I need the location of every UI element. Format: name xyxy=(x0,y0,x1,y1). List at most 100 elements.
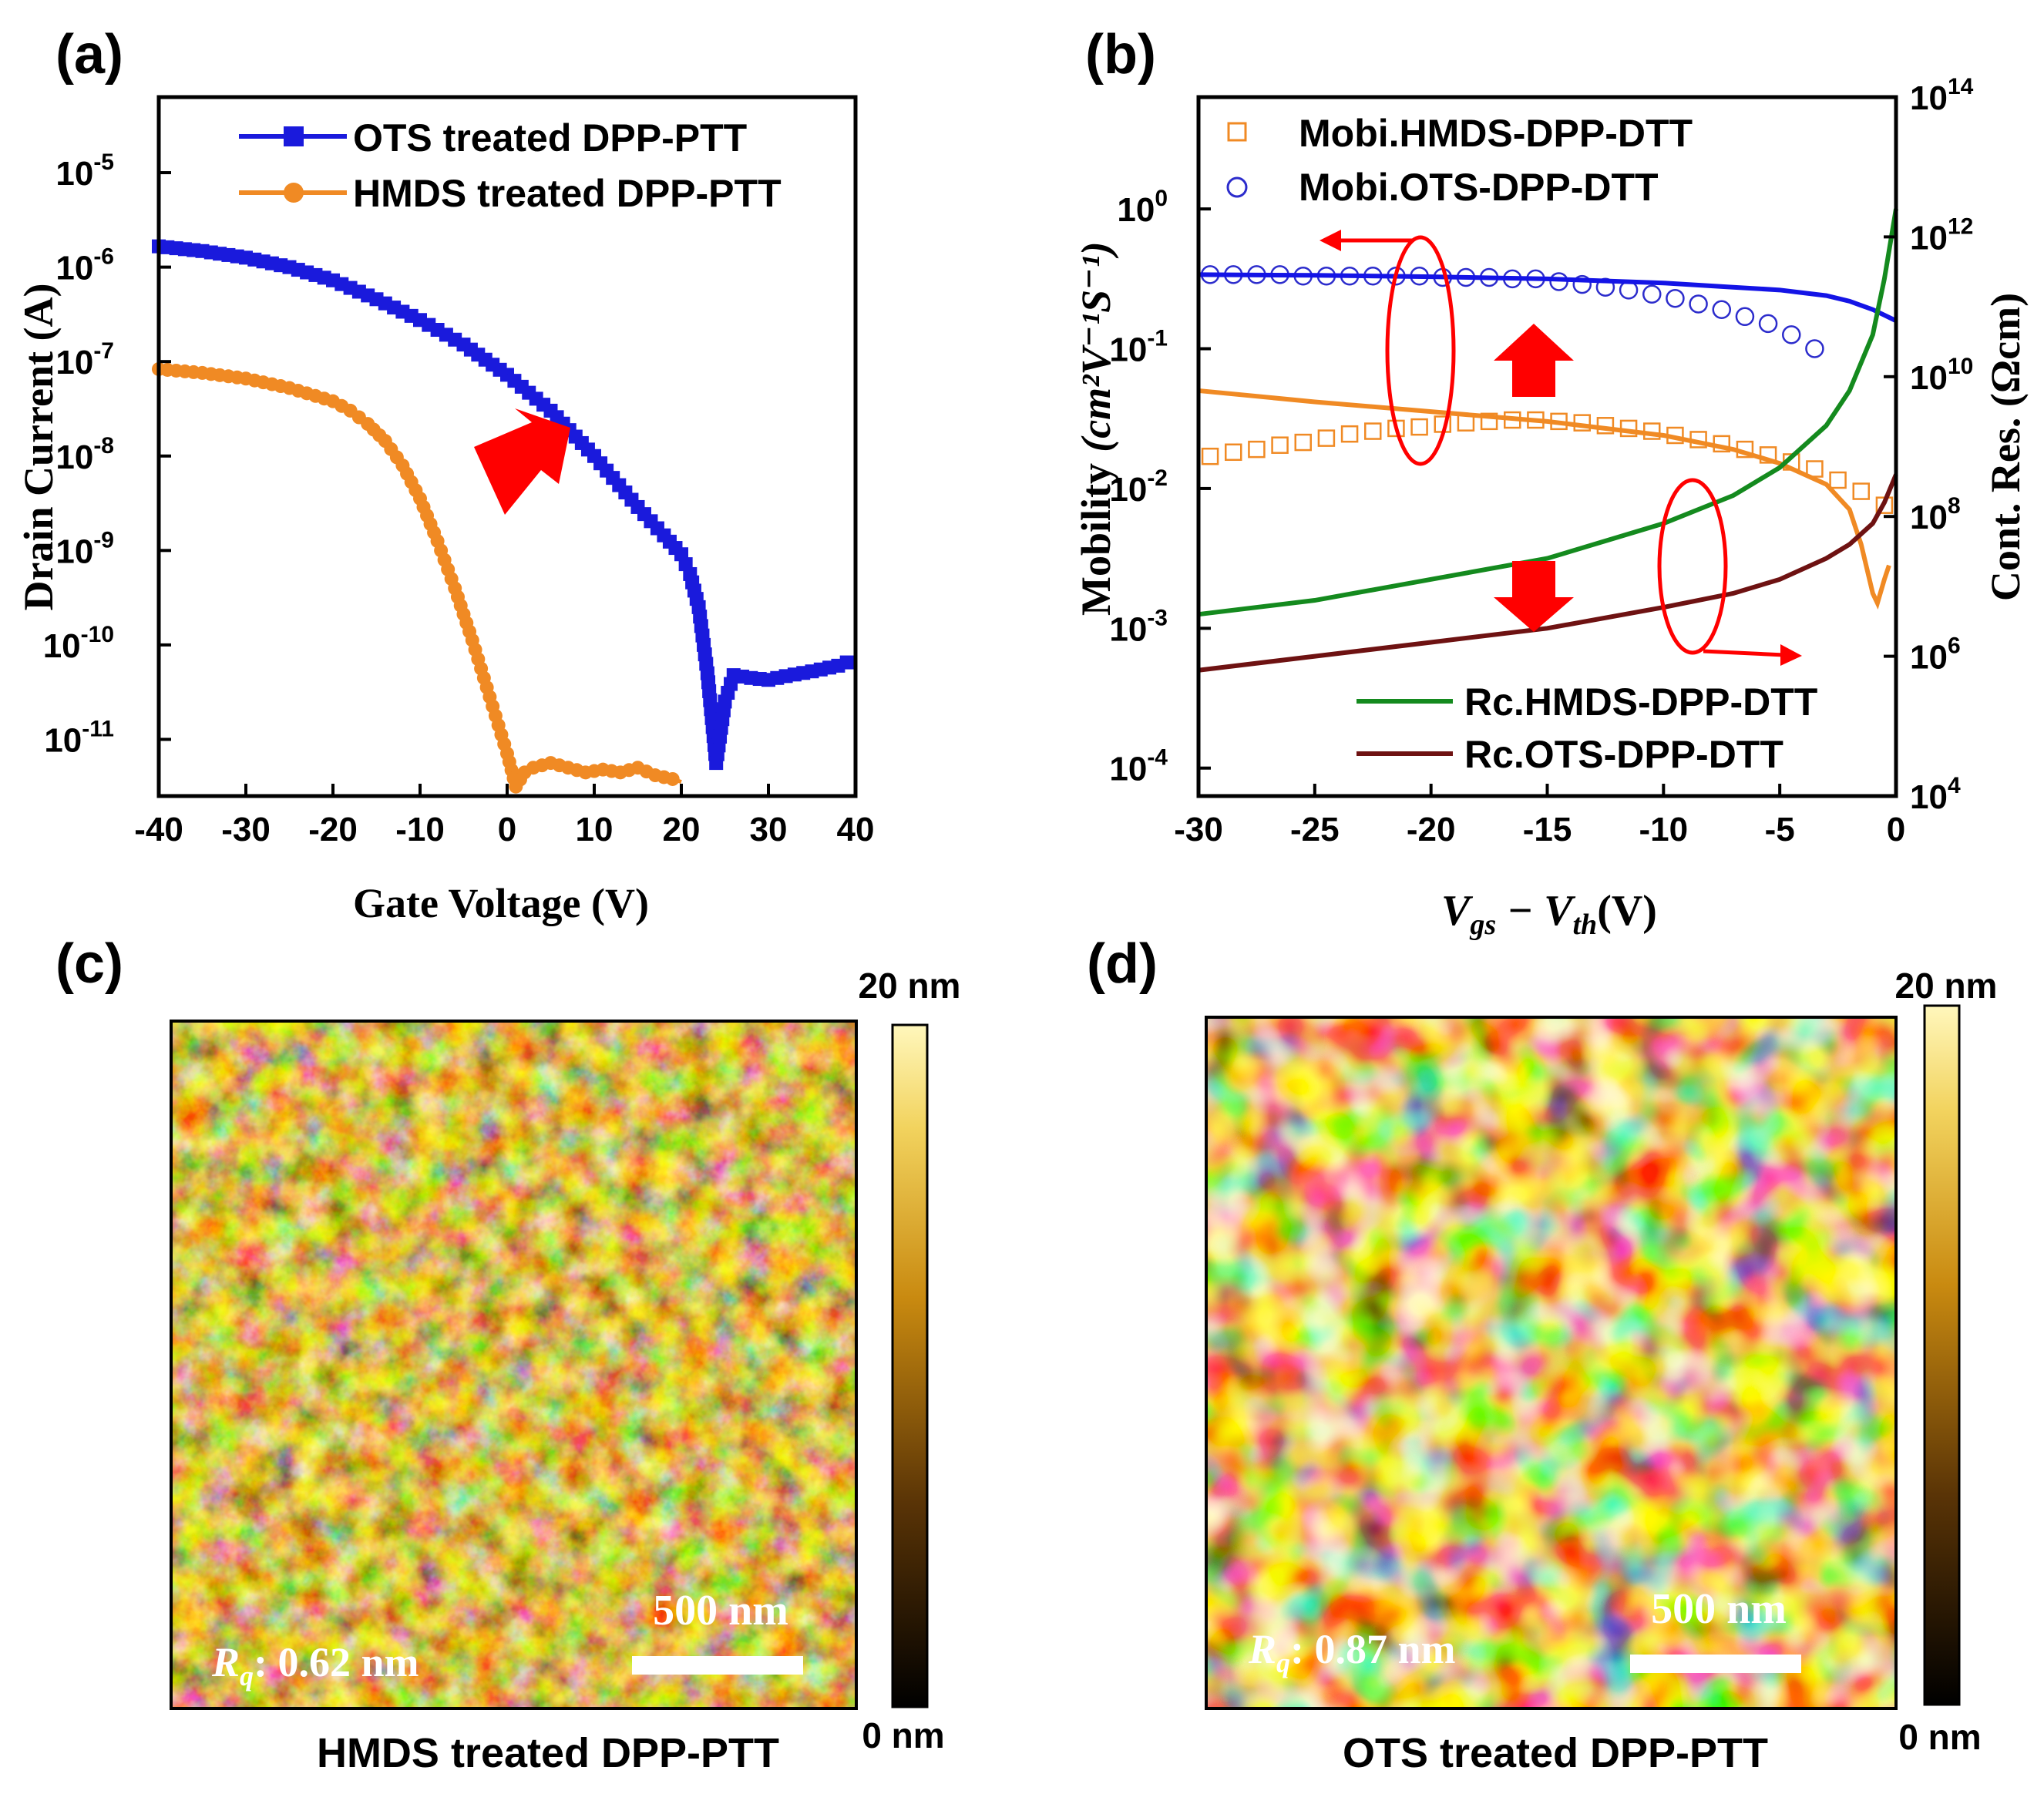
x-tick-label: -30 xyxy=(221,811,271,848)
panel-a-y-ticks: 10-5 10-6 10-7 10-8 10-9 10-10 10-11 xyxy=(43,150,171,759)
x-tick-label: 30 xyxy=(750,811,788,848)
arrow-right-line xyxy=(1703,649,1785,657)
scalebar-c-label: 500 nm xyxy=(653,1587,788,1634)
panel-b-legend-top: Mobi.HMDS-DPP-DTT Mobi.OTS-DPP-DTT xyxy=(1226,112,1693,209)
legend-marker-mobi-ots xyxy=(1226,176,1248,198)
x-tick-label: -10 xyxy=(395,811,445,848)
data-point xyxy=(1271,436,1289,454)
ellipse-resistance xyxy=(1657,478,1728,655)
left-tick-label: 10-2 xyxy=(1109,465,1168,509)
series-line-hmds xyxy=(158,367,682,792)
caption-c: HMDS treated DPP-PTT xyxy=(317,1730,779,1776)
rq-d: Rq: 0.87 nm xyxy=(1248,1626,1456,1678)
x-tick-label: 0 xyxy=(498,811,516,848)
panel-b-left-ticks: 100 10-1 10-2 10-3 10-4 xyxy=(1109,186,1211,788)
y-tick-label: 10-9 xyxy=(55,527,114,570)
svg-text:Mobility: Mobility xyxy=(1073,463,1119,616)
afm-image-d-frame xyxy=(1205,1016,1898,1710)
panel-b-label: (b) xyxy=(1085,24,1156,86)
series-line xyxy=(1198,208,1898,617)
series-line xyxy=(1198,388,1891,610)
caption-d: OTS treated DPP-PTT xyxy=(1343,1730,1768,1776)
legend-label-rc-ots: Rc.OTS-DPP-DTT xyxy=(1464,733,1783,776)
x-tick-label: -15 xyxy=(1523,811,1572,848)
panel-b-ylabel-right: Cont. Res. (Ωcm) xyxy=(1982,293,2029,601)
afm-image-d xyxy=(1206,1017,1896,1708)
rq-c: Rq: 0.62 nm xyxy=(211,1639,419,1692)
svg-text:(cm²V⁻¹S⁻¹): (cm²V⁻¹S⁻¹) xyxy=(1073,241,1119,452)
right-tick-label: 106 xyxy=(1910,633,1961,677)
panel-b-ylabel-left: Mobility (cm²V⁻¹S⁻¹) xyxy=(1073,241,1119,616)
data-point xyxy=(1410,418,1428,436)
left-tick-label: 100 xyxy=(1117,186,1168,229)
series-line xyxy=(1198,272,1898,323)
data-point xyxy=(1201,447,1219,465)
panel-a-xlabel: Gate Voltage (V) xyxy=(353,880,649,926)
legend-marker-hmds xyxy=(284,183,304,203)
afm-image-c xyxy=(171,1021,856,1708)
data-point xyxy=(1735,307,1755,327)
ellipse-mobility xyxy=(1385,235,1456,466)
x-tick-label: -20 xyxy=(308,811,358,848)
x-tick-label: -25 xyxy=(1290,811,1340,848)
x-tick-label: -30 xyxy=(1174,811,1223,848)
panel-a-red-arrow xyxy=(474,408,570,515)
arrow-left-head xyxy=(1320,230,1341,251)
data-point xyxy=(1317,429,1336,447)
panel-d: (d) 500 nm Rq: 0.87 nm 20 nm 0 nm OTS tr… xyxy=(1087,933,1997,1776)
left-tick-label: 10-3 xyxy=(1109,605,1168,648)
scalebar-d-label: 500 nm xyxy=(1651,1585,1787,1633)
big-arrow-up xyxy=(1494,324,1574,397)
colorbar-c-max: 20 nm xyxy=(859,966,961,1006)
x-tick-label: -40 xyxy=(134,811,183,848)
legend-label-hmds: HMDS treated DPP-PTT xyxy=(353,172,782,215)
panel-a-plot xyxy=(152,239,856,794)
data-point xyxy=(1805,339,1824,358)
panel-b-xlabel: Vgs − Vth(V) xyxy=(1441,887,1657,941)
data-point xyxy=(1782,325,1801,344)
legend-label-rc-hmds: Rc.HMDS-DPP-DTT xyxy=(1464,680,1817,724)
data-point xyxy=(1457,414,1475,432)
data-point xyxy=(1666,288,1685,308)
panel-b-x-ticks: -30 -25 -20 -15 -10 -5 0 xyxy=(1174,784,1905,848)
colorbar-d-min: 0 nm xyxy=(1898,1717,1981,1757)
legend-marker-ots xyxy=(284,126,304,146)
x-tick-label: -5 xyxy=(1765,811,1795,848)
legend-marker-mobi-hmds xyxy=(1227,122,1247,142)
data-point xyxy=(1294,433,1312,452)
data-point xyxy=(1759,446,1777,464)
panel-b-annotations xyxy=(1320,230,1802,666)
data-point xyxy=(1572,274,1592,294)
left-tick-label: 10-1 xyxy=(1109,326,1168,369)
legend-label-ots: OTS treated DPP-PTT xyxy=(353,116,747,160)
series-line xyxy=(1198,473,1898,673)
y-tick-label: 10-8 xyxy=(55,433,114,476)
panel-a-x-ticks: -40 -30 -20 -10 0 10 20 30 40 xyxy=(134,784,874,848)
colorbar-d-max: 20 nm xyxy=(1895,966,1998,1006)
y-tick-label: 10-10 xyxy=(43,622,114,665)
afm-image-c-frame xyxy=(170,1020,858,1710)
legend-label-mobi-ots: Mobi.OTS-DPP-DTT xyxy=(1299,166,1659,209)
data-point xyxy=(1758,314,1778,334)
right-tick-label: 1010 xyxy=(1910,354,1973,397)
panel-c-label: (c) xyxy=(55,933,123,995)
data-point xyxy=(839,655,854,670)
data-point xyxy=(1225,443,1242,462)
panel-b-plot xyxy=(1198,208,1898,673)
data-point xyxy=(1712,300,1731,319)
x-tick-label: 40 xyxy=(837,811,875,848)
data-point xyxy=(1829,471,1847,489)
data-point xyxy=(1480,412,1498,431)
colorbar-c xyxy=(891,1023,929,1708)
left-tick-label: 10-4 xyxy=(1109,745,1168,788)
panel-a-legend: OTS treated DPP-PTT HMDS treated DPP-PTT xyxy=(239,116,782,215)
right-tick-label: 108 xyxy=(1910,493,1961,536)
right-tick-label: 1012 xyxy=(1910,213,1973,257)
x-tick-label: 0 xyxy=(1887,811,1905,848)
data-point xyxy=(1364,422,1382,440)
data-point xyxy=(1340,425,1359,443)
panel-d-label: (d) xyxy=(1087,933,1158,995)
data-point xyxy=(1248,440,1266,459)
colorbar-d xyxy=(1923,1004,1961,1706)
